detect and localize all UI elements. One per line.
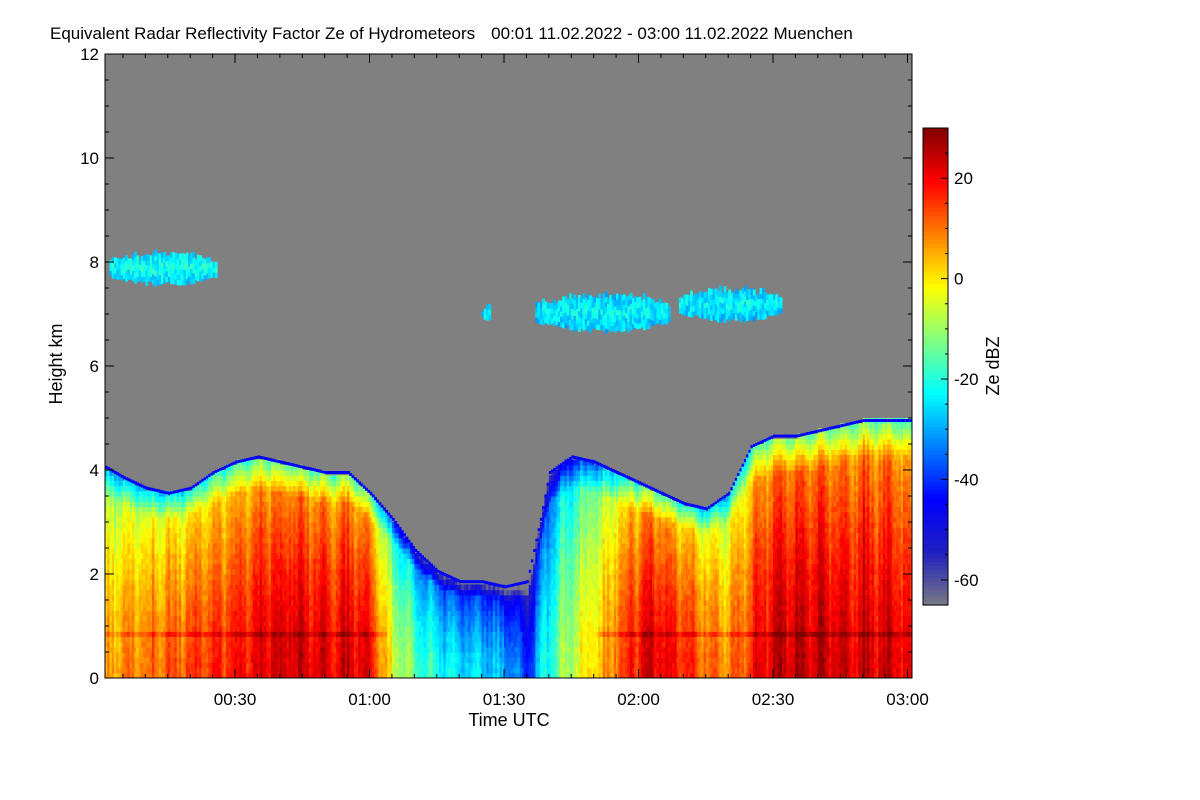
y-tick-label: 0 <box>90 669 99 688</box>
reflectivity-field <box>105 418 912 678</box>
colorbar-tick-label: 20 <box>954 169 973 188</box>
title-location: Muenchen <box>773 24 852 43</box>
title-period: 00:01 11.02.2022 - 03:00 11.02.2022 <box>491 24 768 43</box>
colorbar: 20 0 -20 -40 -60 <box>922 127 979 606</box>
plot-area <box>104 53 913 679</box>
colorbar-frame <box>922 127 949 606</box>
chart-title: Equivalent Radar Reflectivity Factor Ze … <box>50 24 853 43</box>
x-axis-label: Time UTC <box>468 710 549 730</box>
y-tick-label: 4 <box>90 461 99 480</box>
x-axis: 00:30 01:00 01:30 02:00 02:30 03:00 <box>122 54 929 709</box>
colorbar-tick-label: -60 <box>954 571 979 590</box>
x-tick-label: 03:00 <box>886 690 929 709</box>
y-tick-label: 8 <box>90 253 99 272</box>
colorbar-label: Ze dBZ <box>983 336 1003 395</box>
upper-cloud-layers <box>109 249 783 334</box>
y-tick-label: 6 <box>90 357 99 376</box>
x-tick-label: 01:30 <box>483 690 526 709</box>
title-main: Equivalent Radar Reflectivity Factor Ze … <box>50 24 475 43</box>
x-tick-label: 02:00 <box>617 690 660 709</box>
y-tick-label: 12 <box>80 45 99 64</box>
y-tick-label: 2 <box>90 565 99 584</box>
colorbar-tick-label: 0 <box>954 270 963 289</box>
x-tick-label: 00:30 <box>214 690 257 709</box>
x-tick-label: 01:00 <box>348 690 391 709</box>
colorbar-tick-label: -20 <box>954 370 979 389</box>
colorbar-tick-label: -40 <box>954 470 979 489</box>
y-axis-label: Height km <box>46 323 66 404</box>
x-tick-label: 02:30 <box>752 690 795 709</box>
y-axis: 0 2 4 6 8 10 12 <box>80 45 912 688</box>
y-tick-label: 10 <box>80 149 99 168</box>
